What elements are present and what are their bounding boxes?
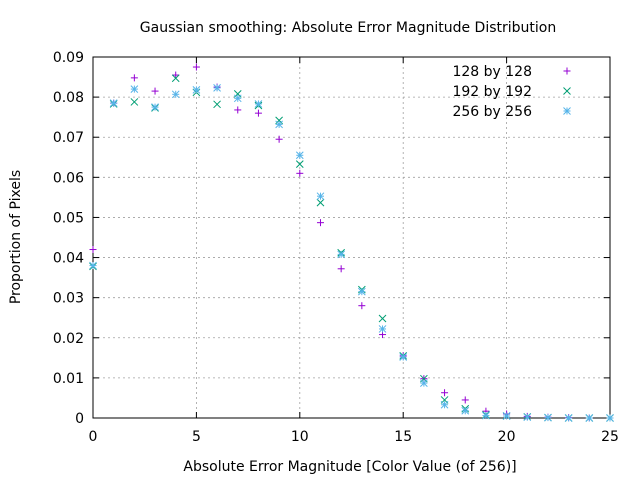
data-point bbox=[130, 85, 139, 93]
data-point bbox=[151, 87, 159, 95]
data-point bbox=[171, 90, 180, 99]
data-point bbox=[606, 414, 614, 422]
data-point bbox=[482, 411, 490, 420]
data-point bbox=[564, 414, 573, 422]
data-point bbox=[337, 250, 346, 259]
y-tick-label: 0.05 bbox=[53, 210, 84, 226]
data-point bbox=[544, 413, 552, 422]
y-tick-label: 0.06 bbox=[53, 170, 84, 186]
x-tick-label: 15 bbox=[394, 429, 412, 445]
legend: 128 by 128 192 by 192 256 by 256 bbox=[452, 64, 571, 120]
data-point bbox=[213, 84, 221, 92]
data-point bbox=[316, 219, 324, 227]
data-point bbox=[89, 261, 97, 270]
data-point bbox=[378, 325, 387, 333]
y-tick-label: 0.09 bbox=[53, 50, 84, 66]
data-point bbox=[151, 103, 159, 111]
y-tick-label: 0.02 bbox=[53, 331, 84, 347]
y-axis-label: Proportion of Pixels bbox=[8, 170, 24, 304]
data-point bbox=[461, 406, 470, 415]
data-point bbox=[585, 414, 594, 422]
y-tick-label: 0.08 bbox=[53, 90, 84, 106]
x-axis-label: Absolute Error Magnitude [Color Value (o… bbox=[183, 459, 516, 475]
data-point bbox=[420, 379, 428, 387]
data-point bbox=[378, 314, 387, 323]
data-point bbox=[441, 389, 449, 397]
tick-labels: 0 0.01 0.02 0.03 0.04 0.05 0.06 0.07 0.08 0.09 0 5 1… bbox=[53, 50, 619, 445]
series-3 bbox=[89, 84, 614, 422]
legend-label: 256 by 256 bbox=[452, 104, 532, 120]
data-points bbox=[89, 63, 614, 422]
data-point bbox=[523, 413, 532, 422]
series-1 bbox=[89, 63, 614, 422]
data-point bbox=[357, 287, 366, 296]
data-point bbox=[130, 98, 139, 106]
series-2 bbox=[89, 74, 614, 422]
data-point bbox=[275, 135, 283, 143]
data-point bbox=[440, 400, 449, 409]
data-point bbox=[316, 198, 325, 207]
data-point bbox=[337, 265, 345, 273]
data-point bbox=[316, 192, 325, 201]
data-point bbox=[254, 100, 263, 108]
grid bbox=[93, 57, 610, 418]
legend-marker bbox=[563, 107, 571, 115]
data-point bbox=[130, 74, 138, 82]
y-tick-label: 0.04 bbox=[53, 251, 84, 267]
x-tick-label: 0 bbox=[89, 429, 98, 445]
data-point bbox=[461, 396, 469, 404]
data-point bbox=[358, 302, 366, 310]
data-point bbox=[295, 151, 304, 160]
data-point bbox=[233, 94, 242, 103]
data-point bbox=[234, 106, 242, 114]
legend-label: 192 by 192 bbox=[452, 84, 532, 100]
data-point bbox=[502, 412, 511, 420]
y-tick-label: 0.03 bbox=[53, 291, 84, 307]
data-point bbox=[192, 63, 200, 71]
data-point bbox=[171, 74, 180, 83]
data-point bbox=[213, 100, 221, 109]
data-point bbox=[399, 353, 408, 361]
legend-marker bbox=[563, 87, 571, 95]
data-point bbox=[89, 246, 97, 254]
data-point bbox=[296, 169, 304, 177]
legend-label: 128 by 128 bbox=[452, 64, 532, 80]
chart-title: Gaussian smoothing: Absolute Error Magni… bbox=[140, 20, 556, 36]
data-point bbox=[172, 71, 180, 79]
data-point bbox=[254, 109, 262, 117]
x-tick-label: 25 bbox=[601, 429, 619, 445]
data-point bbox=[275, 120, 283, 129]
y-tick-label: 0.07 bbox=[53, 130, 84, 146]
y-tick-label: 0 bbox=[75, 411, 84, 427]
data-point bbox=[295, 160, 304, 168]
y-tick-label: 0.01 bbox=[53, 371, 84, 387]
data-point bbox=[192, 86, 201, 94]
x-tick-label: 5 bbox=[192, 429, 201, 445]
legend-marker bbox=[563, 67, 571, 75]
data-point bbox=[109, 99, 118, 107]
x-tick-label: 10 bbox=[291, 429, 309, 445]
x-tick-label: 20 bbox=[498, 429, 516, 445]
axis-ticks bbox=[92, 56, 611, 419]
plot-frame bbox=[92, 56, 611, 419]
